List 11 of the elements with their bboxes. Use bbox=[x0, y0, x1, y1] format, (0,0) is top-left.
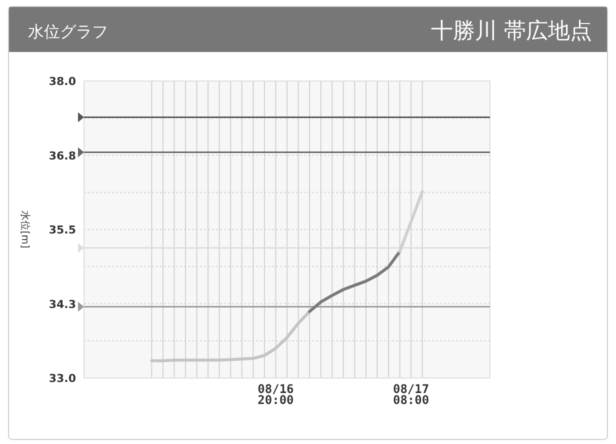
chart-title: 水位グラフ bbox=[28, 22, 108, 41]
y-axis-title: 水位[m] bbox=[19, 210, 31, 248]
x-tick-label: 08/17 08:00 bbox=[392, 382, 430, 407]
y-tick-label: 35.5 bbox=[48, 224, 76, 236]
line-series bbox=[308, 250, 402, 313]
y-tick-label: 34.3 bbox=[48, 298, 76, 311]
y-tick-label: 38.0 bbox=[48, 75, 76, 88]
x-tick-label: 08/16 20:00 bbox=[258, 382, 294, 407]
chart-subtitle: 十勝川 帯広地点 bbox=[431, 19, 592, 44]
y-tick-label: 33.0 bbox=[48, 372, 76, 385]
y-tick-label: 36.8 bbox=[48, 149, 76, 162]
